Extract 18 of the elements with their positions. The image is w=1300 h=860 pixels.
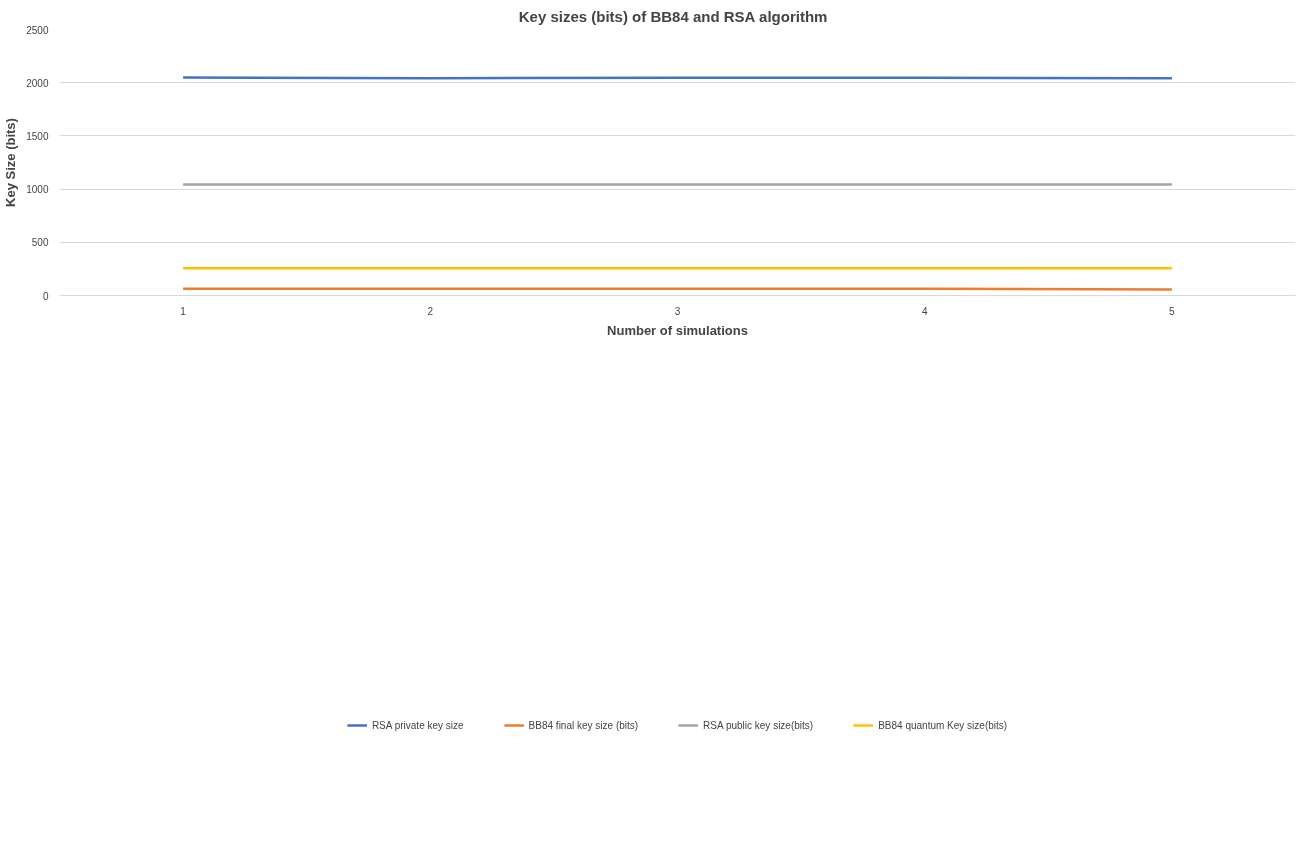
legend-label: RSA private key size [371,719,464,731]
legend-label: BB84 final key size (bits) [528,719,639,731]
x-tick-label: 2 [427,305,434,317]
x-tick-label: 1 [180,305,187,317]
y-tick-label: 2500 [26,24,49,36]
y-tick-label: 1500 [26,130,49,142]
y-tick-label: 2000 [26,77,49,89]
x-axis-title: Number of simulations [607,322,748,338]
legend-label: RSA public key size(bits) [703,719,814,731]
y-axis-title: Key Size (bits) [3,118,19,207]
y-tick-label: 500 [31,237,49,249]
y-tick-label: 1000 [26,184,49,196]
legend-label: BB84 quantum Key size(bits) [878,719,1008,731]
x-tick-label: 3 [674,305,681,317]
chart-title: Key sizes (bits) of BB84 and RSA algorithm [518,7,828,25]
x-tick-label: 5 [1169,305,1176,317]
y-tick-label: 0 [42,290,49,302]
x-tick-label: 4 [921,305,928,317]
